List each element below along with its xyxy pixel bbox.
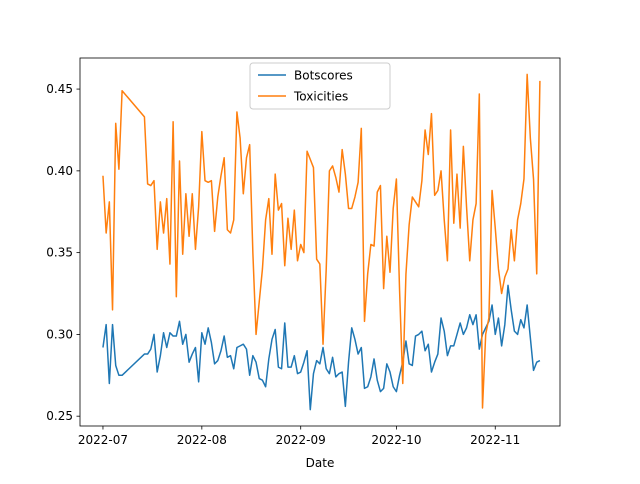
plot-frame [79,57,561,427]
x-tick-label: 2022-11 [470,433,520,447]
y-tick-label: 0.30 [46,327,73,341]
x-axis-label: Date [306,456,335,470]
data-line [102,73,541,409]
y-tick-label: 0.35 [46,246,73,260]
x-tick-label: 2022-08 [177,433,227,447]
y-tick-label: 0.25 [46,409,73,423]
data-line [102,284,541,411]
y-tick-label: 0.40 [46,164,73,178]
y-tick-label: 0.45 [46,82,73,96]
legend: Botscores Toxicities [249,62,391,110]
x-tick-label: 2022-10 [371,433,421,447]
x-tick-label: 2022-09 [276,433,326,447]
legend-label: Toxicities [293,90,348,104]
legend-label: Botscores [294,69,353,83]
x-tick-label: 2022-07 [78,433,128,447]
